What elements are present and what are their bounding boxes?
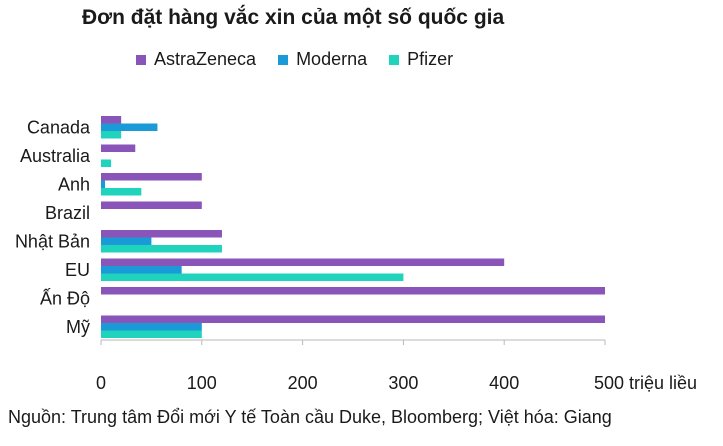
- category-label-brazil: Brazil: [45, 203, 90, 223]
- bar-pfizer-anh: [101, 188, 142, 196]
- chart-title: Đơn đặt hàng vắc xin của một số quốc gia: [82, 6, 505, 29]
- bar-moderna-my: [101, 323, 202, 331]
- category-label-an-do: Ấn Độ: [40, 287, 90, 308]
- x-tick-label-0: 0: [96, 373, 106, 393]
- bar-moderna-canada: [101, 123, 158, 131]
- bar-astrazeneca-nhat-ban: [101, 230, 222, 238]
- category-label-eu: EU: [65, 260, 90, 280]
- legend-label-astrazeneca: AstraZeneca: [154, 49, 257, 69]
- legend-swatch-pfizer: [389, 54, 400, 65]
- bar-moderna-nhat-ban: [101, 237, 152, 245]
- legend-item-astrazeneca: AstraZeneca: [136, 49, 256, 70]
- category-label-canada: Canada: [27, 117, 91, 137]
- category-label-my: Mỹ: [66, 317, 90, 337]
- chart-legend: AstraZeneca Moderna Pfizer: [136, 49, 453, 70]
- legend-swatch-moderna: [278, 54, 289, 65]
- bar-pfizer-eu: [101, 273, 404, 281]
- legend-swatch-astrazeneca: [136, 54, 146, 65]
- bar-astrazeneca-eu: [101, 258, 505, 266]
- bar-pfizer-my: [101, 330, 202, 338]
- legend-item-moderna: Moderna: [278, 49, 367, 70]
- x-tick-label-400: 400: [489, 373, 519, 393]
- bar-astrazeneca-an-do: [101, 287, 605, 295]
- x-tick-label-200: 200: [288, 373, 318, 393]
- bar-pfizer-nhat-ban: [101, 245, 222, 253]
- legend-label-moderna: Moderna: [296, 49, 368, 69]
- bar-pfizer-australia: [101, 159, 112, 167]
- legend-label-pfizer: Pfizer: [407, 49, 454, 69]
- bar-moderna-anh: [101, 180, 106, 188]
- bar-astrazeneca-australia: [101, 144, 136, 152]
- category-label-anh: Anh: [58, 174, 90, 194]
- category-label-australia: Australia: [20, 146, 91, 166]
- bar-pfizer-canada: [101, 131, 122, 139]
- bar-astrazeneca-my: [101, 315, 605, 323]
- x-tick-label-500: 500 triệu liều: [594, 373, 697, 393]
- bar-astrazeneca-anh: [101, 173, 202, 181]
- bar-astrazeneca-canada: [101, 116, 122, 124]
- bar-astrazeneca-brazil: [101, 201, 202, 209]
- x-tick-label-100: 100: [187, 373, 217, 393]
- legend-item-pfizer: Pfizer: [389, 49, 453, 70]
- bar-moderna-eu: [101, 266, 182, 274]
- x-tick-label-300: 300: [388, 373, 418, 393]
- category-label-nhat-ban: Nhật Bản: [15, 231, 90, 251]
- source-note: Nguồn: Trung tâm Đổi mới Y tế Toàn cầu D…: [8, 407, 612, 427]
